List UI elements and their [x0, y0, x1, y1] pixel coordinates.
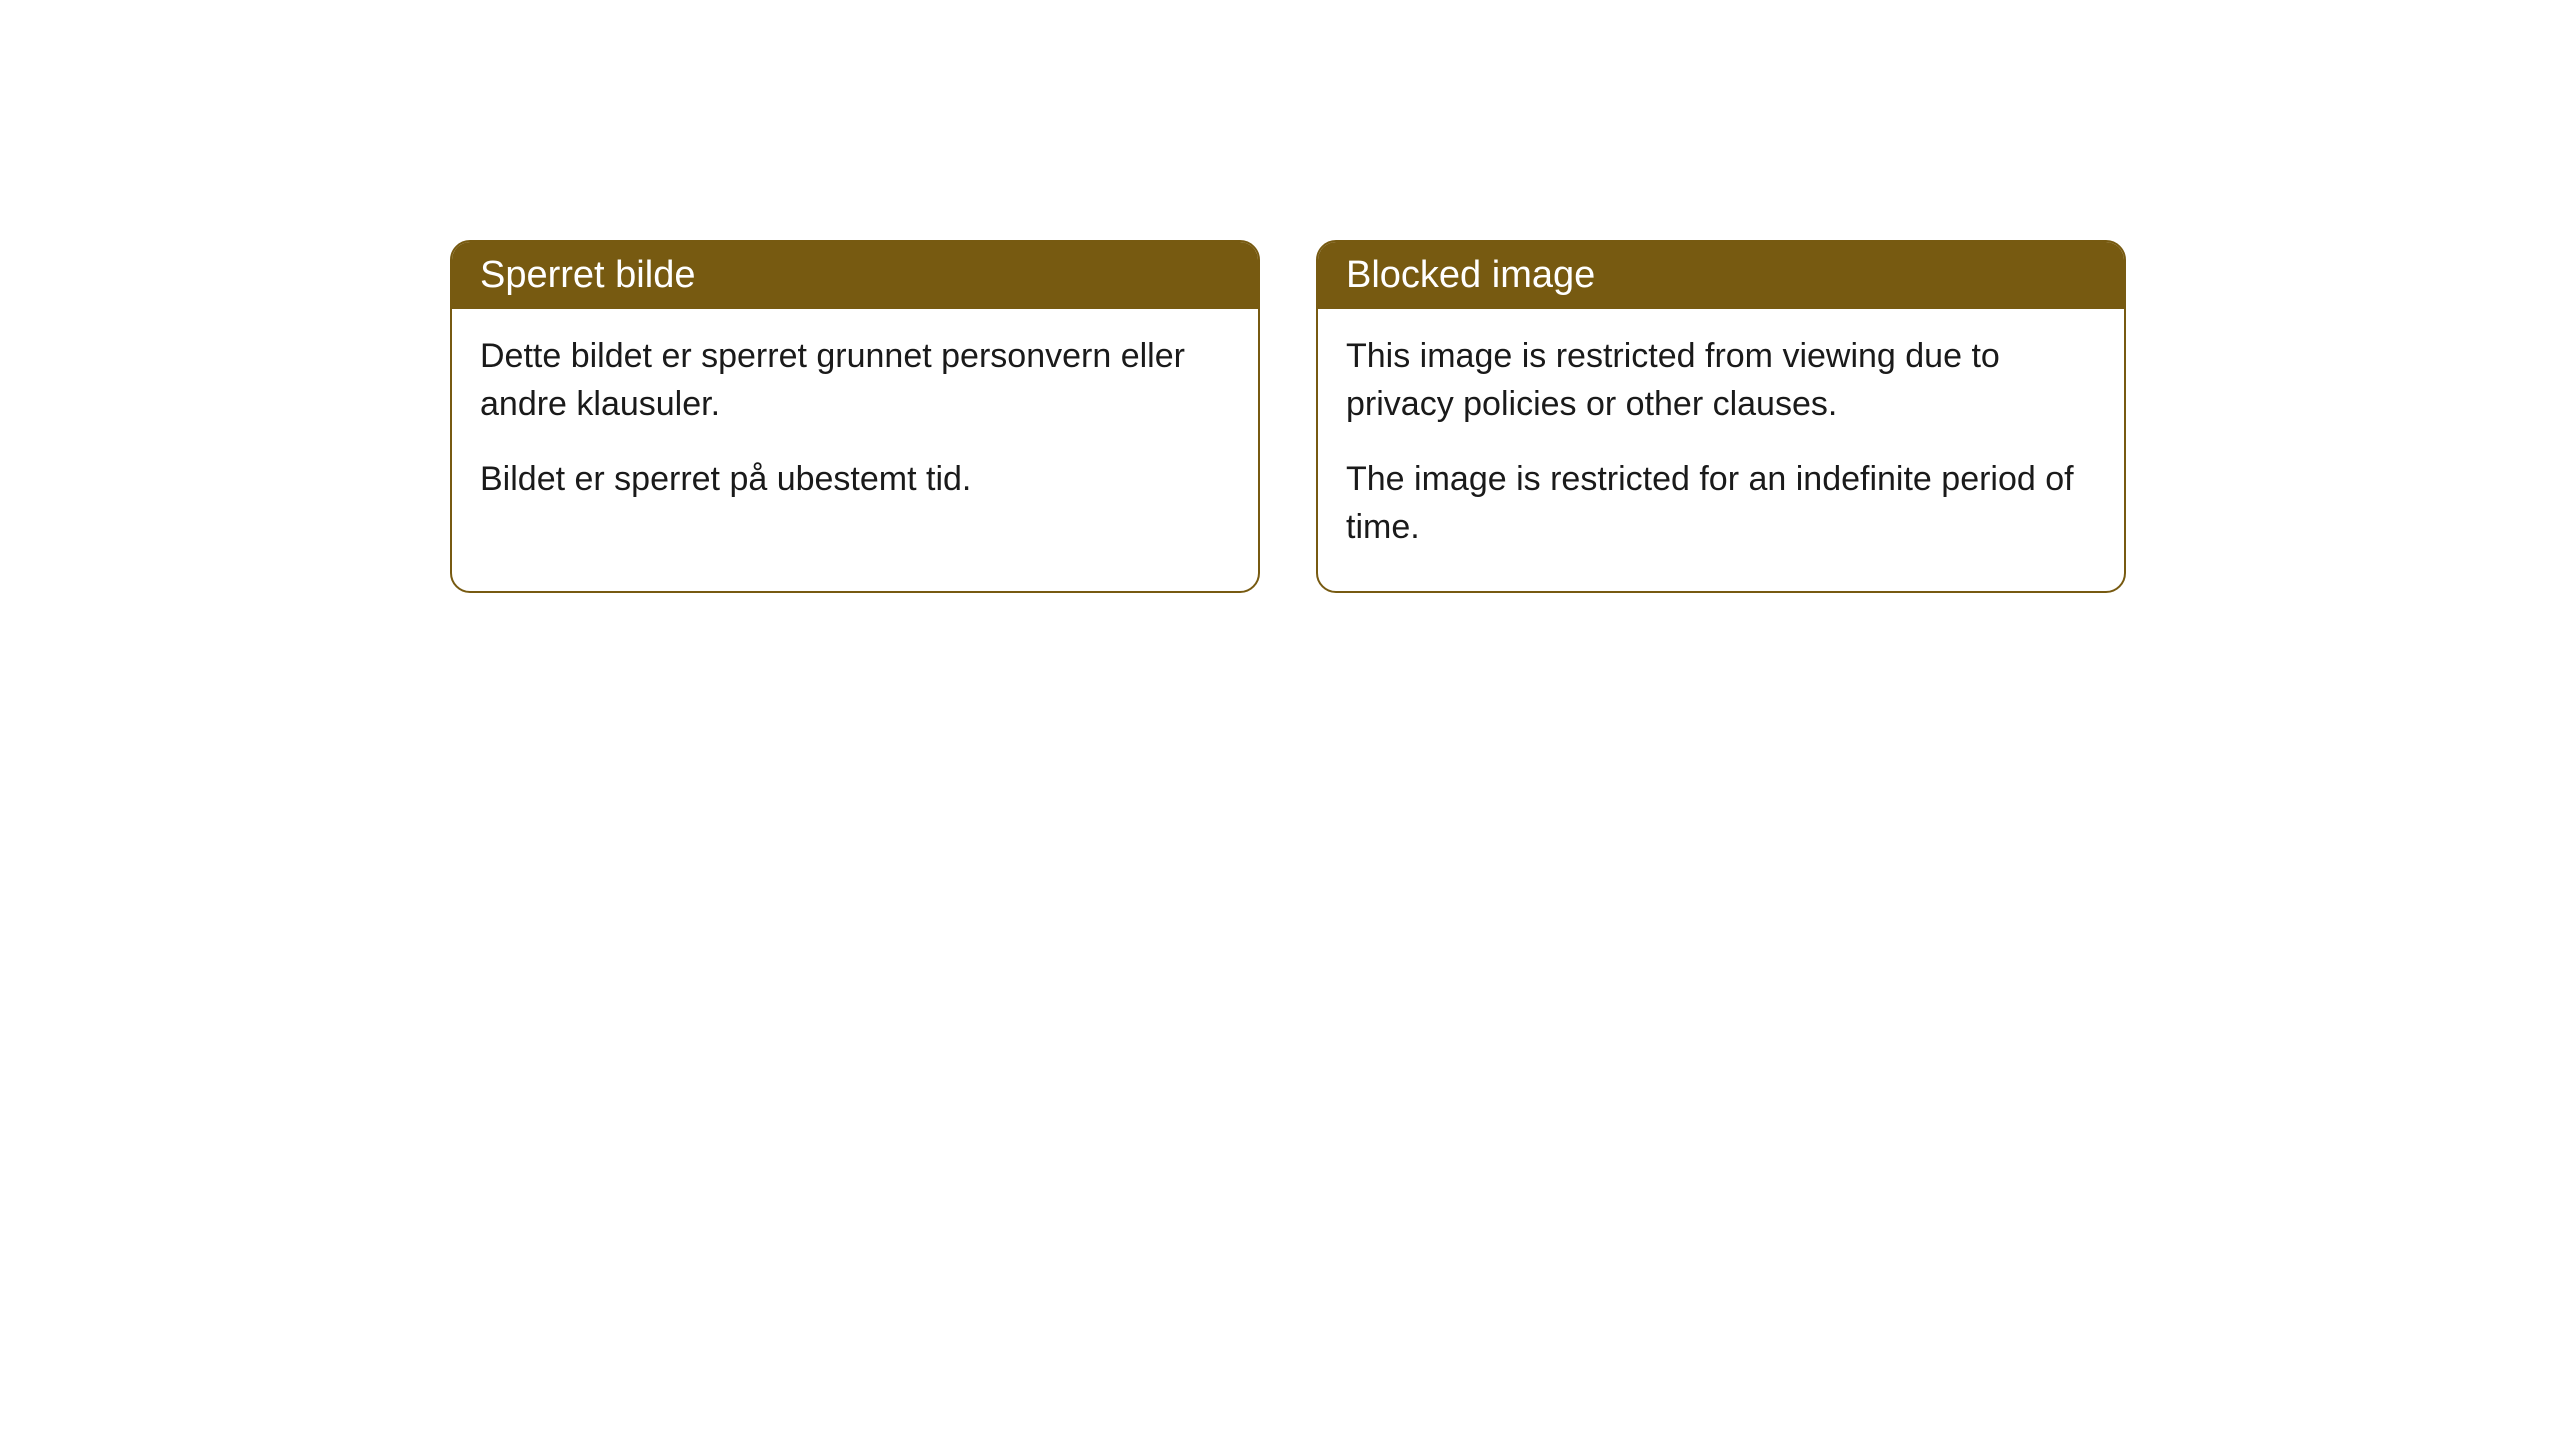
notice-card-norwegian: Sperret bilde Dette bildet er sperret gr…: [450, 240, 1260, 593]
card-body: Dette bildet er sperret grunnet personve…: [452, 309, 1258, 544]
card-paragraph: The image is restricted for an indefinit…: [1346, 456, 2096, 551]
card-paragraph: Dette bildet er sperret grunnet personve…: [480, 333, 1230, 428]
card-title: Blocked image: [1346, 254, 1595, 296]
card-title: Sperret bilde: [480, 254, 695, 296]
notice-card-english: Blocked image This image is restricted f…: [1316, 240, 2126, 593]
card-paragraph: Bildet er sperret på ubestemt tid.: [480, 456, 1230, 504]
notice-cards-container: Sperret bilde Dette bildet er sperret gr…: [450, 240, 2126, 593]
card-header: Sperret bilde: [452, 242, 1258, 309]
card-header: Blocked image: [1318, 242, 2124, 309]
card-paragraph: This image is restricted from viewing du…: [1346, 333, 2096, 428]
card-body: This image is restricted from viewing du…: [1318, 309, 2124, 591]
